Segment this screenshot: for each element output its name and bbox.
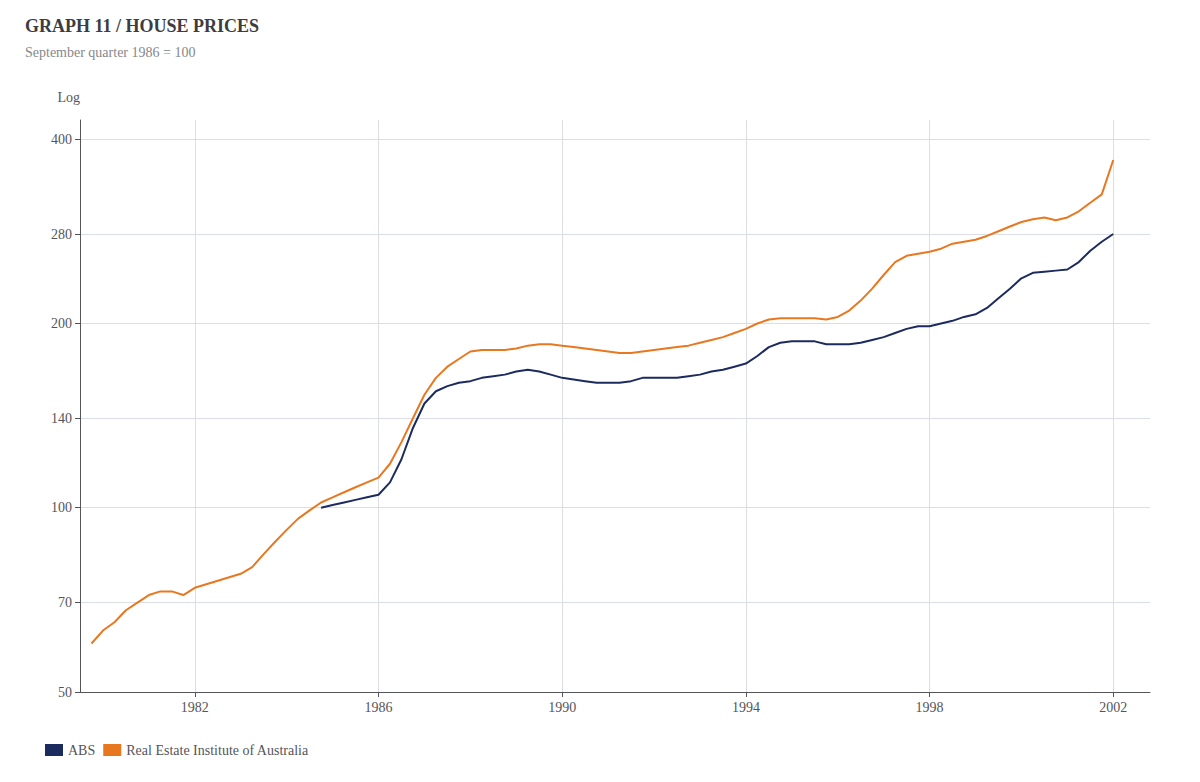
- svg-text:200: 200: [51, 316, 72, 331]
- svg-text:ABS: ABS: [68, 743, 95, 758]
- svg-text:2002: 2002: [1099, 700, 1127, 715]
- svg-text:1998: 1998: [916, 700, 944, 715]
- svg-text:Log: Log: [57, 90, 80, 105]
- svg-text:Real Estate Institute of Austr: Real Estate Institute of Australia: [126, 743, 309, 758]
- svg-text:140: 140: [51, 411, 72, 426]
- svg-text:1986: 1986: [364, 700, 392, 715]
- svg-text:100: 100: [51, 500, 72, 515]
- svg-text:1990: 1990: [548, 700, 576, 715]
- svg-text:280: 280: [51, 227, 72, 242]
- svg-text:GRAPH 11 / HOUSE PRICES: GRAPH 11 / HOUSE PRICES: [25, 16, 259, 36]
- svg-text:50: 50: [58, 685, 72, 700]
- svg-text:September quarter 1986 = 100: September quarter 1986 = 100: [25, 45, 195, 60]
- svg-text:70: 70: [58, 595, 72, 610]
- svg-text:400: 400: [51, 132, 72, 147]
- svg-text:1982: 1982: [181, 700, 209, 715]
- svg-text:1994: 1994: [732, 700, 760, 715]
